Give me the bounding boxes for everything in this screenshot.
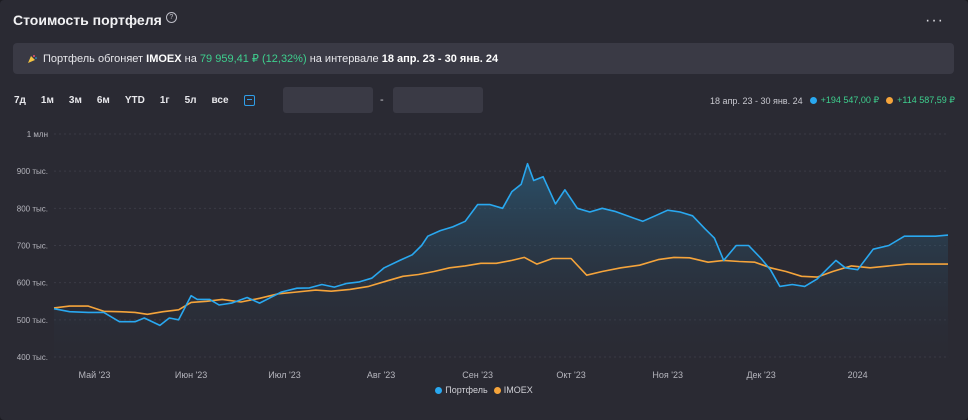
banner-amount: 79 959,41 ₽ xyxy=(199,53,259,65)
y-tick-label: 900 тыс. xyxy=(17,167,48,176)
x-tick-label: Июл '23 xyxy=(268,370,301,380)
party-icon xyxy=(28,54,37,63)
period-selector: 7д 1м 3м 6м YTD 1г 5л все xyxy=(14,95,255,106)
y-tick-label: 1 млн xyxy=(27,130,48,139)
legend-imoex-dot-icon xyxy=(493,386,501,394)
x-tick-label: Дек '23 xyxy=(746,370,775,380)
chart-legend: Портфель IMOEX xyxy=(0,385,968,395)
calendar-icon[interactable] xyxy=(243,95,255,106)
y-tick-label: 600 тыс. xyxy=(17,279,48,288)
portfolio-dot-icon xyxy=(809,97,817,104)
banner-pct: (12,32%) xyxy=(261,52,307,65)
legend-portfolio-label: Портфель xyxy=(445,385,488,395)
period-1m[interactable]: 1м xyxy=(40,95,54,106)
period-5y[interactable]: 5л xyxy=(184,95,197,106)
date-separator: - xyxy=(380,94,384,106)
portfolio-area xyxy=(54,163,948,357)
period-3m[interactable]: 3м xyxy=(68,95,82,106)
period-6m[interactable]: 6м xyxy=(96,95,110,106)
more-options-icon[interactable]: ··· xyxy=(925,12,944,29)
period-1y[interactable]: 1г xyxy=(159,95,170,106)
banner-index: IMOEX xyxy=(146,52,182,65)
summary-range: 18 апр. 23 - 30 янв. 24 xyxy=(710,95,803,106)
x-tick-label: Сен '23 xyxy=(462,370,493,380)
x-tick-label: Окт '23 xyxy=(556,370,585,380)
legend-item-portfolio[interactable]: Портфель xyxy=(435,385,488,395)
info-icon[interactable]: ? xyxy=(165,11,177,23)
summary-imoex-change: +114 587,59 ₽ xyxy=(897,95,955,105)
banner-on: на xyxy=(184,52,197,65)
summary-portfolio-change: +194 547,00 ₽ xyxy=(820,95,880,105)
period-ytd[interactable]: YTD xyxy=(124,95,145,106)
imoex-dot-icon xyxy=(886,97,894,104)
banner-interval-text: на интервале xyxy=(309,52,379,65)
imoex-line xyxy=(53,256,948,316)
y-tick-label: 400 тыс. xyxy=(17,353,48,362)
legend-portfolio-dot-icon xyxy=(435,386,443,394)
banner-prefix: Портфель обгоняет xyxy=(43,52,144,65)
x-tick-label: Авг '23 xyxy=(367,370,395,380)
legend-imoex-label: IMOEX xyxy=(503,385,533,395)
range-summary: 18 апр. 23 - 30 янв. 24 +194 547,00 ₽ +1… xyxy=(710,95,955,106)
period-all[interactable]: все xyxy=(211,95,229,106)
x-tick-label: Май '23 xyxy=(79,370,111,380)
y-tick-label: 800 тыс. xyxy=(17,204,48,213)
y-tick-label: 500 тыс. xyxy=(17,316,48,325)
x-tick-label: Июн '23 xyxy=(175,370,207,380)
legend-item-imoex[interactable]: IMOEX xyxy=(493,385,533,395)
x-tick-label: 2024 xyxy=(848,370,868,380)
date-from-input[interactable] xyxy=(283,87,373,113)
period-7d[interactable]: 7д xyxy=(14,95,26,106)
date-to-input[interactable] xyxy=(393,87,483,113)
title-text: Стоимость портфеля xyxy=(13,12,162,28)
y-tick-label: 700 тыс. xyxy=(17,242,48,251)
banner-range: 18 апр. 23 - 30 янв. 24 xyxy=(381,52,499,65)
portfolio-line xyxy=(53,162,949,327)
x-tick-label: Ноя '23 xyxy=(652,370,683,380)
comparison-banner: Портфель обгоняет IMOEX на 79 959,41 ₽ (… xyxy=(13,43,954,74)
page-title: Стоимость портфеля ? xyxy=(13,11,177,28)
